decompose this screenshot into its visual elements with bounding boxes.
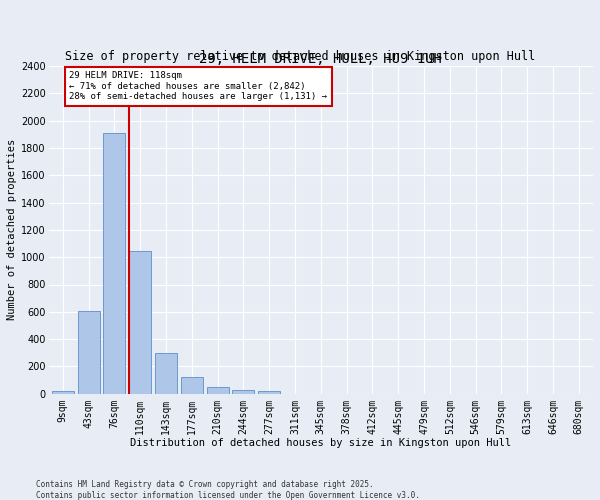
Text: Contains HM Land Registry data © Crown copyright and database right 2025.
Contai: Contains HM Land Registry data © Crown c… [36, 480, 420, 500]
Bar [181, 378, 203, 394]
Title: 29, HELM DRIVE, HULL, HU9 1UH: 29, HELM DRIVE, HULL, HU9 1UH [199, 52, 442, 66]
Text: 29 HELM DRIVE: 118sqm
← 71% of detached houses are smaller (2,842)
28% of semi-d: 29 HELM DRIVE: 118sqm ← 71% of detached … [69, 72, 327, 101]
Bar [52, 392, 74, 394]
Y-axis label: Number of detached properties: Number of detached properties [7, 139, 17, 320]
Bar [258, 392, 280, 394]
Bar [103, 133, 125, 394]
Bar [155, 354, 177, 394]
Text: Size of property relative to detached houses in Kingston upon Hull: Size of property relative to detached ho… [65, 50, 535, 64]
X-axis label: Distribution of detached houses by size in Kingston upon Hull: Distribution of detached houses by size … [130, 438, 511, 448]
Bar [77, 311, 100, 394]
Bar [129, 251, 151, 394]
Bar [232, 390, 254, 394]
Bar [206, 387, 229, 394]
